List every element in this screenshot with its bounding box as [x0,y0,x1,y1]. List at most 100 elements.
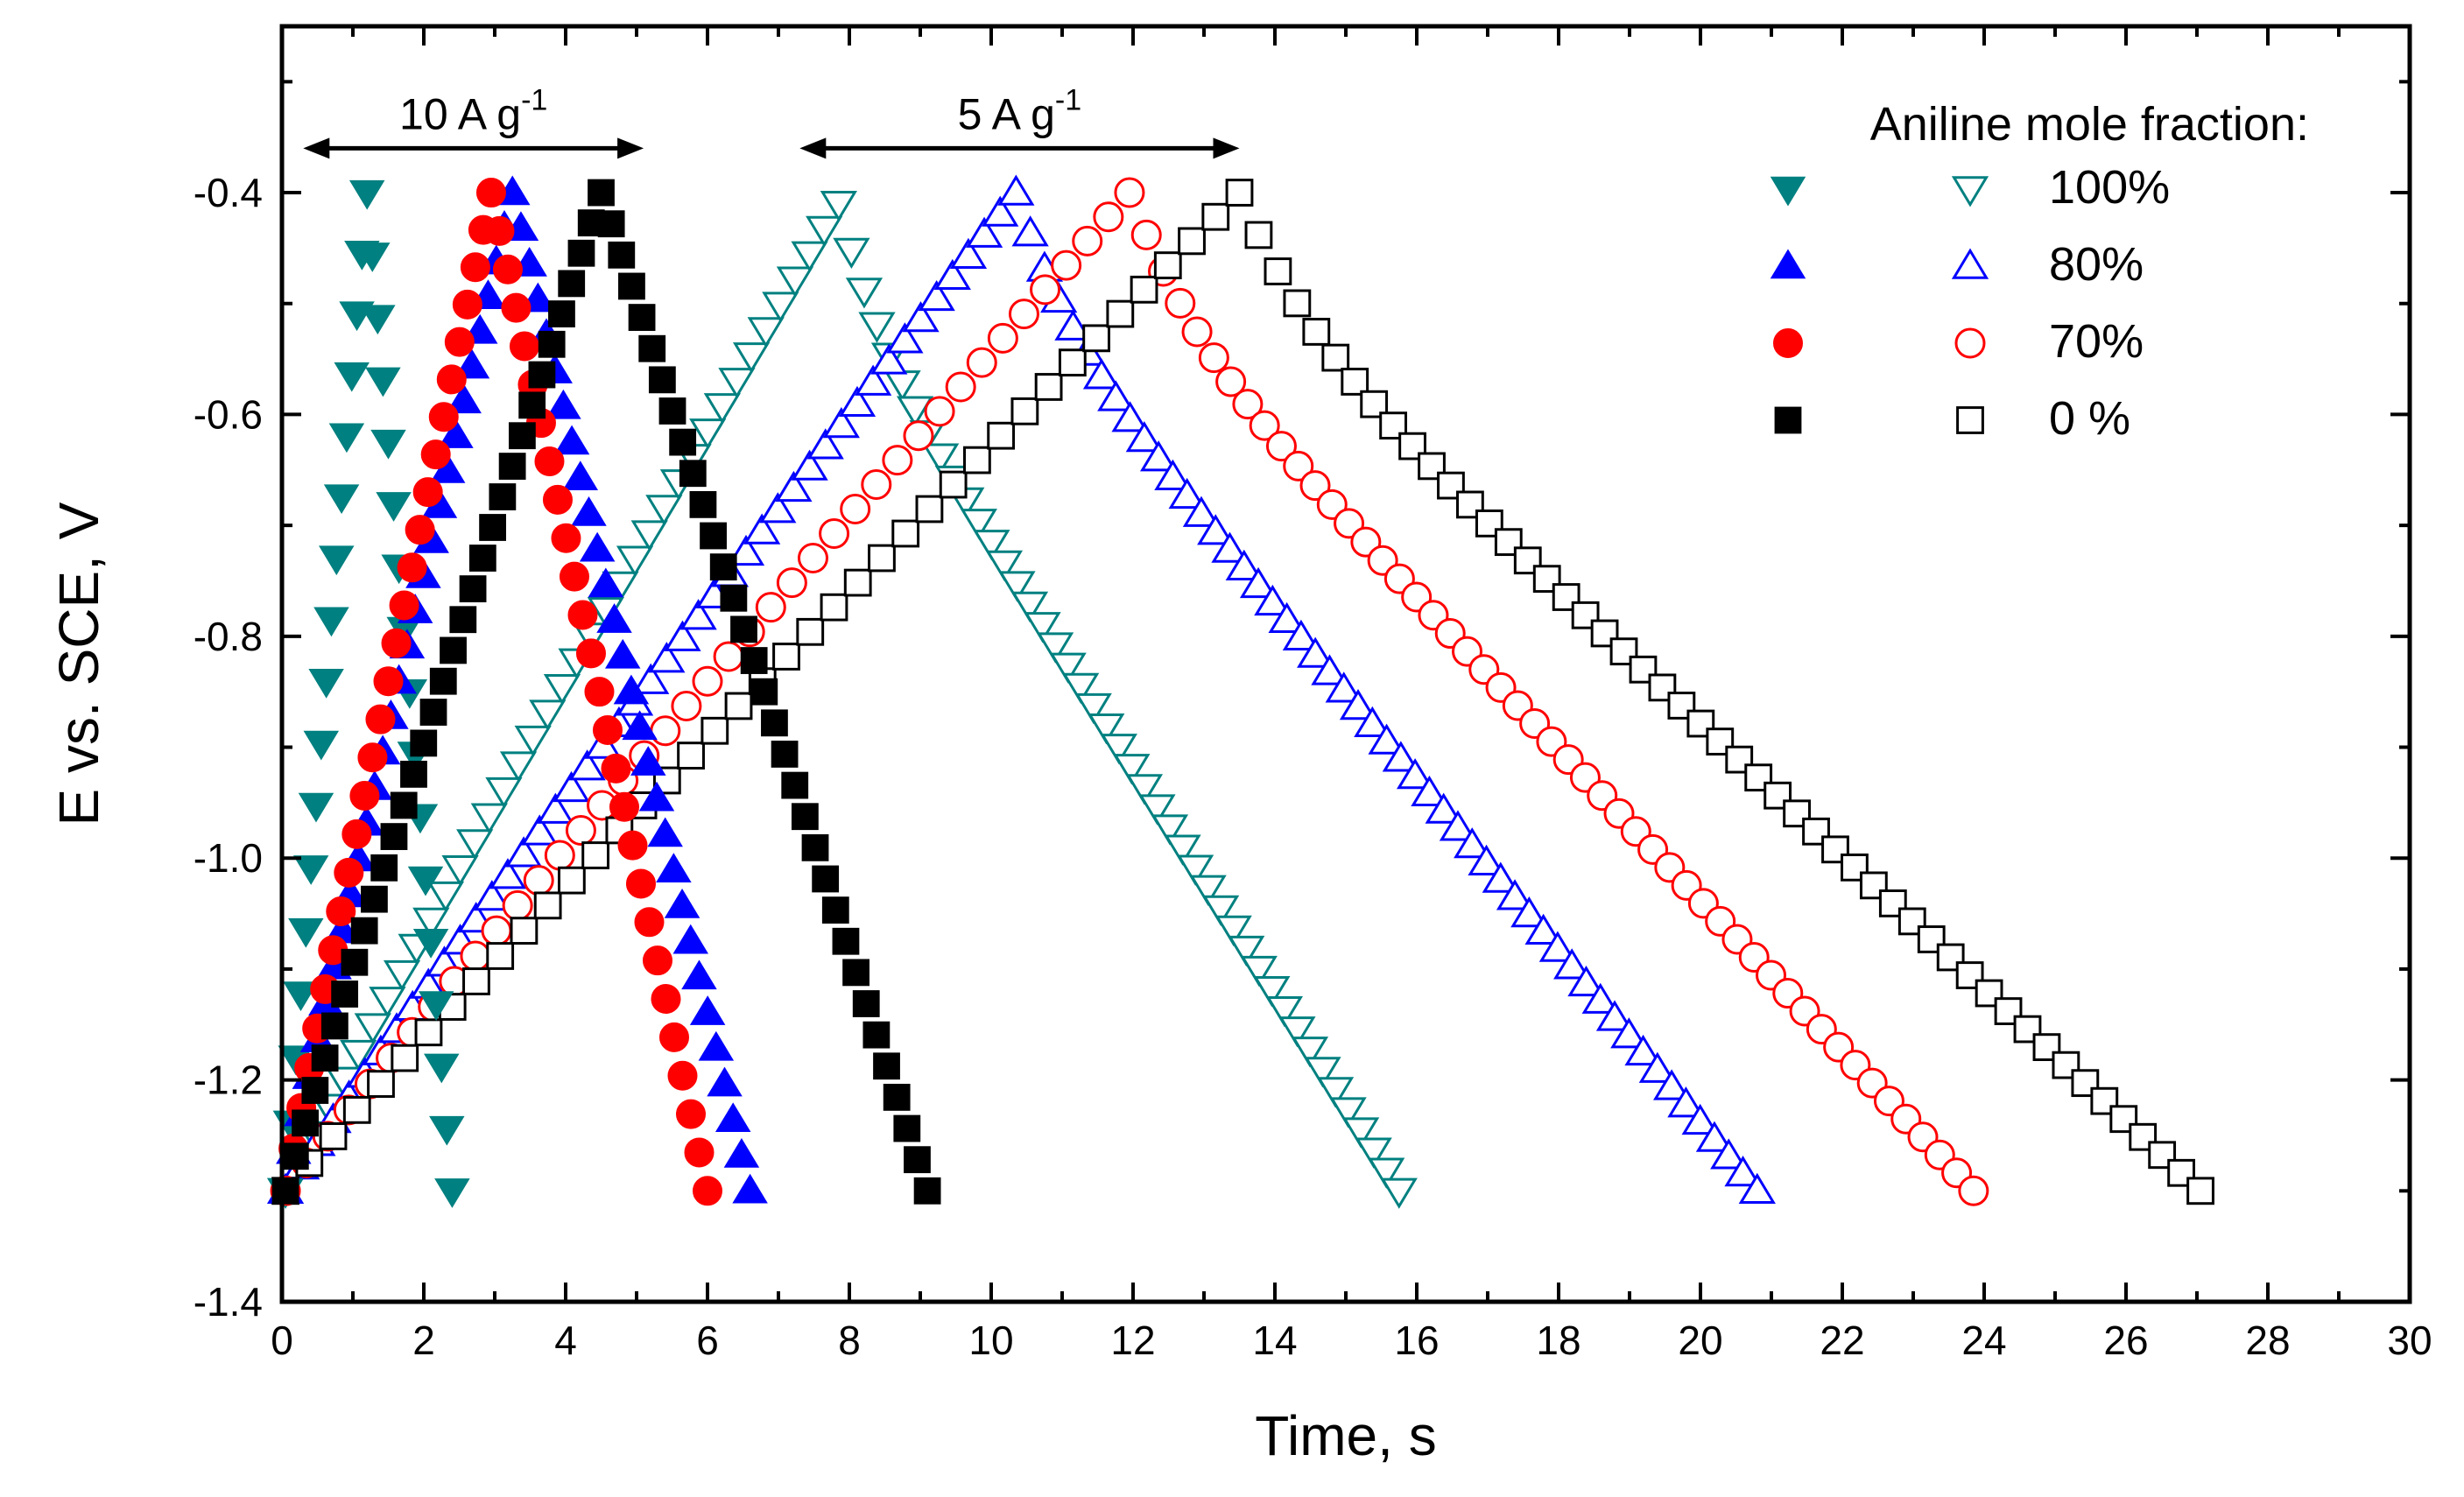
data-point [982,195,1019,227]
data-point [538,330,566,358]
data-point [692,665,723,697]
data-point [812,865,840,893]
data-point [567,239,595,267]
data-point [1036,632,1074,664]
data-point [1106,299,1135,328]
series-80-5Ag [266,174,1776,1205]
data-point [412,907,450,938]
data-point [707,1066,743,1097]
data-point [1097,380,1135,411]
y-tick-label: -0.8 [194,614,263,659]
data-point [288,917,324,948]
data-point [499,751,538,783]
data-point [882,445,913,476]
data-point [553,770,590,803]
data-point [426,881,465,913]
data-point [449,606,477,634]
data-point [700,716,729,745]
data-point [801,833,829,861]
data-point [1341,368,1369,396]
data-point [1197,514,1235,545]
legend-marker-open [1951,248,1989,279]
y-tick-label: -1.0 [194,835,263,881]
data-point [1125,774,1164,805]
data-point [791,241,828,272]
data-point [861,469,892,501]
data-point [796,617,825,646]
data-point [1397,758,1434,790]
data-point [470,803,508,834]
data-point [998,571,1036,602]
data-point [1202,895,1240,926]
data-point [681,959,717,990]
data-point [514,725,552,757]
data-point [868,544,896,573]
data-point [922,443,960,474]
data-point [334,857,364,888]
data-point [436,364,467,395]
data-point [963,446,991,474]
data-point [870,343,908,375]
data-point [575,638,606,669]
y-axis-title: E vs. SCE, V [47,502,110,826]
data-point [628,304,656,331]
data-point [558,270,586,298]
data-point [456,829,494,861]
data-point [622,710,658,741]
annotation-label: 10 A g-1 [399,83,547,138]
data-point [342,1095,371,1124]
data-point [303,730,340,761]
data-point [292,1109,319,1137]
data-point [357,742,388,773]
annotation-superscript: -1 [1055,83,1081,116]
plot-area [266,174,2214,1209]
data-point [997,174,1035,206]
data-point [1232,389,1264,420]
y-tick-label: -0.6 [194,391,263,437]
data-point [1176,854,1214,886]
x-tick-label: 22 [1820,1318,1864,1363]
data-point [776,567,807,599]
data-point [438,418,474,448]
data-point [281,1142,309,1170]
legend-entry-label: 80% [2049,238,2144,291]
data-point [604,638,641,669]
data-point [1072,225,1103,257]
data-point [724,692,753,720]
data-point [684,1137,715,1168]
data-point [1010,591,1049,622]
data-point [703,393,741,425]
data-point [806,215,843,248]
data-point [460,252,490,283]
y-tick-label: -0.4 [194,170,263,215]
data-point [806,428,844,460]
x-tick-label: 6 [696,1318,719,1363]
arrow-head-right [1213,137,1240,159]
annotation-main: 5 A g [958,89,1055,138]
data-point [320,1012,348,1040]
data-point [1178,227,1206,256]
current-density-annotations: 10 A g-1 5 A g-1 [303,83,1240,159]
data-point [858,312,896,343]
data-point [821,896,849,924]
data-point [664,888,700,918]
data-point [1553,948,1591,980]
data-point [1468,844,1505,876]
legend-marker-open [1954,327,1986,359]
data-point [960,509,997,540]
data-point [440,636,467,664]
data-point [761,709,788,737]
data-point [1710,1138,1748,1170]
data-point [1299,470,1331,502]
data-point [1138,794,1176,826]
data-point [559,561,589,592]
data-point [965,216,1003,248]
data-point [596,603,632,633]
data-point [1088,713,1125,745]
data-point [557,866,586,895]
data-point [883,1084,911,1111]
data-point [723,1138,760,1168]
data-point [489,483,517,510]
data-point [1681,1103,1719,1135]
data-point [504,836,543,868]
